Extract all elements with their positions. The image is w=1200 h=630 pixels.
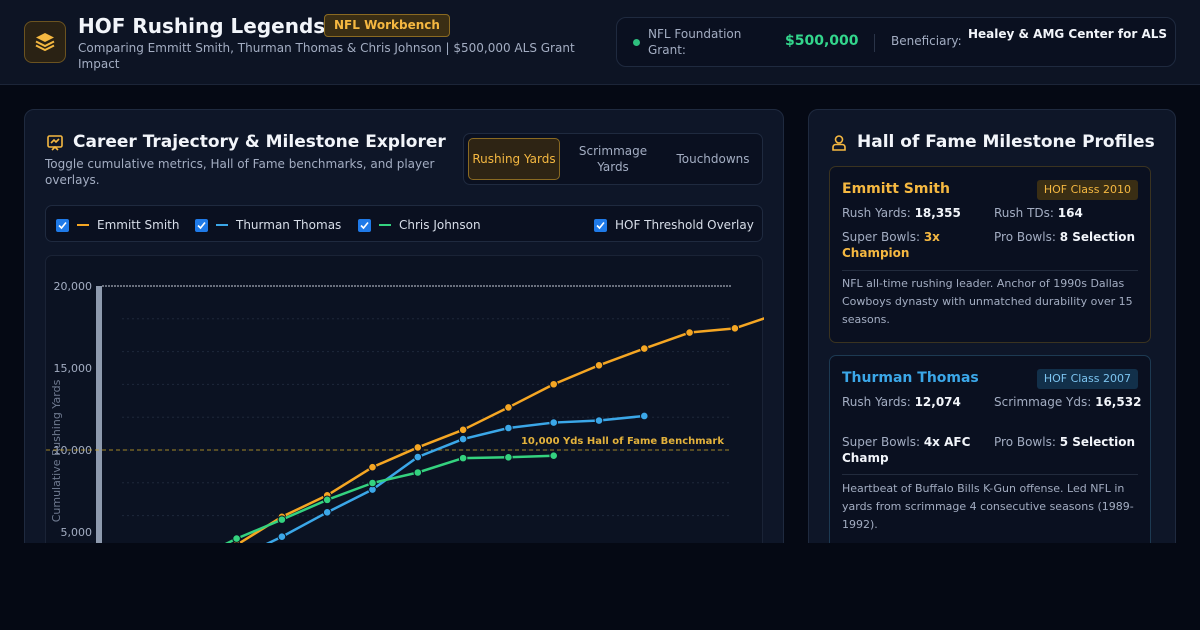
line-chart-svg: 5,000 10,000 15,000 20,000 Cumulative Rushin… — [46, 280, 764, 558]
user-icon — [832, 135, 846, 151]
toggle-thurman-thomas[interactable]: Thurman Thomas — [195, 217, 341, 233]
hof-benchmark-label: 10,000 Yds Hall of Fame Benchmark — [521, 436, 724, 447]
legend-swatch — [77, 224, 89, 226]
data-point — [413, 468, 423, 477]
legend-label-chris-johnson: Chris Johnson — [399, 218, 481, 232]
data-point — [549, 451, 559, 461]
player-name: Emmitt Smith — [842, 181, 950, 197]
card-divider — [842, 474, 1138, 475]
data-point — [685, 328, 694, 337]
data-point — [730, 324, 740, 333]
checkbox-checked-icon[interactable] — [56, 218, 69, 232]
data-point — [368, 462, 377, 472]
y-tick-label: 5,000 — [61, 526, 93, 539]
data-point — [594, 360, 604, 370]
explorer-subtitle: Toggle cumulative metrics, Hall of Fame … — [45, 157, 435, 187]
data-point — [277, 515, 287, 524]
hof-class-badge: HOF Class 2010 — [1036, 180, 1138, 200]
hof-class-badge: HOF Class 2007 — [1036, 369, 1138, 389]
data-point — [413, 443, 423, 452]
layers-logo-icon — [24, 21, 66, 63]
legend-swatch — [379, 224, 391, 226]
chart-presentation-icon — [47, 135, 63, 151]
stat-pro-bowls: Pro Bowls: 8 Selection — [994, 230, 1136, 244]
legend-label-thurman-thomas: Thurman Thomas — [236, 218, 342, 232]
trajectory-chart: 5,000 10,000 15,000 20,000 Cumulative Rushin… — [45, 255, 764, 558]
data-point — [504, 452, 513, 462]
profiles-title: Hall of Fame Milestone Profiles — [857, 132, 1155, 152]
app-title: HOF Rushing Legends — [78, 14, 326, 38]
legend-label-emmitt-smith: Emmitt Smith — [97, 218, 180, 232]
stat-rush-tds: Rush TDs: 164 — [994, 206, 1083, 220]
series-line-thurman-thomas — [234, 414, 645, 558]
checkbox-checked-icon[interactable] — [358, 218, 371, 232]
toggle-hof-threshold[interactable]: HOF Threshold Overlay — [594, 217, 754, 233]
player-name: Thurman Thomas — [842, 370, 979, 386]
data-point — [640, 411, 649, 421]
status-dot-icon — [633, 39, 640, 46]
grant-label: NFL Foundation Grant: — [648, 27, 742, 57]
beneficiary-value: Healey & AMG Center for ALS — [968, 27, 1168, 41]
tab-scrimmage-yards[interactable]: Scrimmage Yards — [578, 144, 648, 174]
data-point — [322, 508, 332, 517]
profiles-panel: Hall of Fame Milestone Profiles Emmitt S… — [808, 109, 1176, 559]
y-tick-label: 10,000 — [54, 444, 93, 457]
data-point — [322, 495, 332, 505]
toggle-chris-johnson[interactable]: Chris Johnson — [358, 217, 481, 233]
data-point — [504, 403, 513, 412]
grant-amount: $500,000 — [785, 33, 859, 49]
series-toggle-bar: Emmitt Smith Thurman Thomas Chris Johnso… — [45, 205, 763, 242]
data-point — [504, 423, 513, 433]
career-explorer-panel: Career Trajectory & Milestone Explorer T… — [24, 109, 784, 559]
player-description: NFL all-time rushing leader. Anchor of 1… — [842, 277, 1133, 326]
workbench-badge: NFL Workbench — [324, 14, 450, 37]
profile-card-emmitt-smith[interactable]: Emmitt Smith HOF Class 2010 Rush Yards: … — [829, 166, 1151, 343]
metric-tabs: Rushing Yards Scrimmage Yards Touchdowns — [463, 133, 763, 185]
data-point — [413, 452, 423, 462]
data-point — [594, 416, 604, 425]
app-subtitle: Comparing Emmitt Smith, Thurman Thomas &… — [78, 41, 575, 71]
data-point — [232, 534, 241, 543]
checkbox-checked-icon[interactable] — [195, 218, 208, 232]
y-tick-label: 15,000 — [54, 362, 93, 375]
hof-threshold-label: HOF Threshold Overlay — [615, 218, 754, 232]
data-point — [458, 425, 468, 435]
grant-divider — [874, 34, 875, 52]
stat-rush-yards: Rush Yards: 18,355 — [842, 206, 961, 220]
stat-super-bowls: Super Bowls: 3x Champion — [842, 230, 940, 260]
y-tick-label: 20,000 — [54, 280, 93, 293]
y-axis-label: Cumulative Rushing Yards — [50, 379, 63, 522]
data-point — [277, 532, 287, 542]
checkbox-checked-icon[interactable] — [594, 218, 607, 232]
data-point — [549, 379, 559, 389]
beneficiary-label: Beneficiary: — [891, 34, 962, 48]
data-point — [549, 418, 559, 427]
card-divider — [842, 270, 1138, 271]
viewport-bottom-area — [0, 543, 1200, 630]
stat-scrimmage-yards: Scrimmage Yds: 16,532 — [994, 395, 1142, 409]
explorer-title: Career Trajectory & Milestone Explorer — [73, 132, 446, 152]
data-point — [368, 478, 377, 488]
tab-touchdowns[interactable]: Touchdowns — [676, 152, 750, 166]
stat-super-bowls: Super Bowls: 4x AFC Champ — [842, 435, 971, 465]
toggle-emmitt-smith[interactable]: Emmitt Smith — [56, 217, 179, 233]
y-axis-bar — [96, 286, 102, 558]
player-description: Heartbeat of Buffalo Bills K-Gun offense… — [842, 482, 1134, 531]
data-point — [640, 344, 649, 353]
legend-swatch — [216, 224, 228, 226]
tab-rushing-yards[interactable]: Rushing Yards — [468, 138, 560, 180]
app-header: HOF Rushing Legends NFL Workbench Compar… — [0, 0, 1200, 85]
profile-card-thurman-thomas[interactable]: Thurman Thomas HOF Class 2007 Rush Yards… — [829, 355, 1151, 555]
data-point — [458, 434, 468, 444]
stat-pro-bowls: Pro Bowls: 5 Selection — [994, 435, 1136, 449]
stat-rush-yards: Rush Yards: 12,074 — [842, 395, 961, 409]
grant-summary: NFL Foundation Grant: $500,000 Beneficia… — [616, 17, 1176, 67]
data-point — [458, 453, 468, 463]
